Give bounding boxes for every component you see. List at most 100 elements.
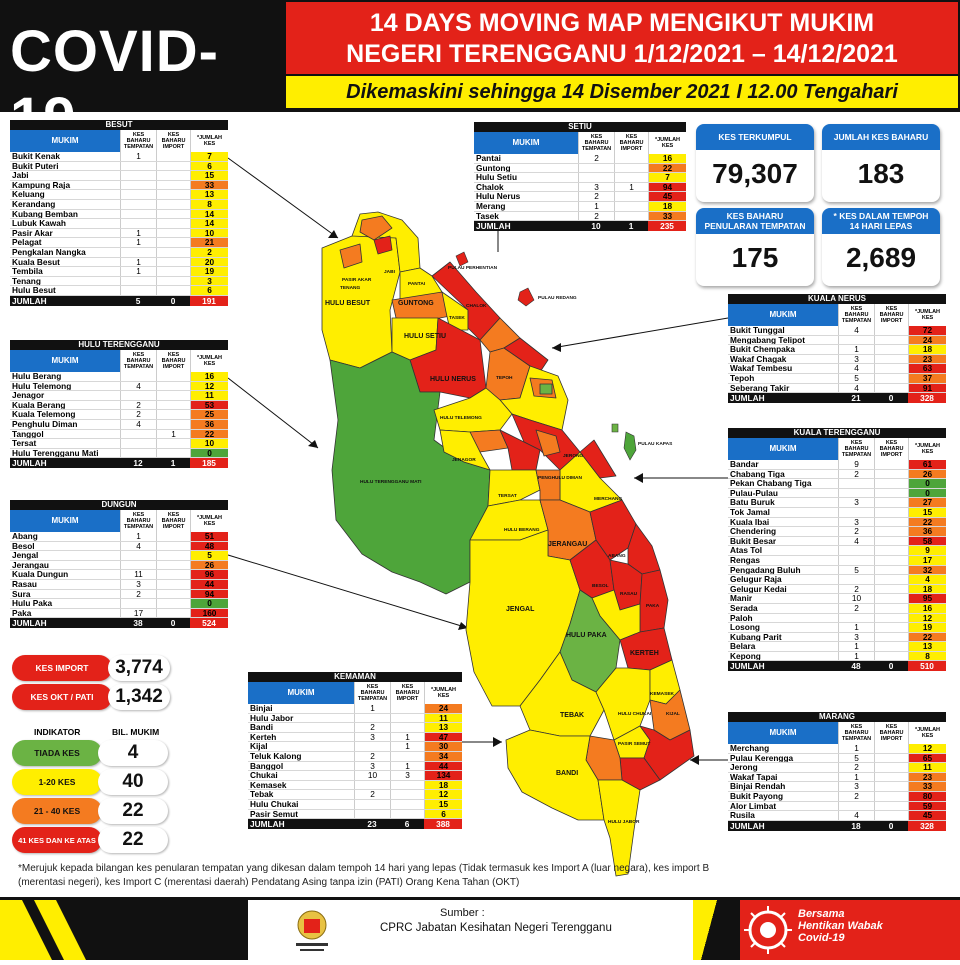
cell-mukim: Chukai	[250, 771, 278, 780]
cell-import	[390, 723, 424, 732]
cell-import	[156, 238, 190, 247]
col-jumlah: *JUMLAH KES	[190, 130, 228, 152]
table-row: Rusila 4 45	[728, 811, 946, 821]
cell-import	[156, 579, 190, 589]
cell-mukim: Kuala Dungun	[12, 570, 69, 579]
cell-mukim: Hulu Besut	[12, 286, 56, 295]
cell-import	[874, 763, 908, 772]
cell-import	[156, 199, 190, 209]
source-text: CPRC Jabatan Kesihatan Negeri Terengganu	[380, 922, 612, 934]
cell-mukim: Jengal	[12, 551, 39, 560]
cell-mukim: Batu Buruk	[730, 498, 775, 507]
cell-import	[156, 372, 190, 381]
cell-tempatan	[120, 599, 156, 608]
total-label: JUMLAH	[250, 819, 285, 830]
cell-mukim: Merang	[476, 201, 506, 211]
col-mukim: MUKIM	[474, 132, 578, 154]
update-banner: Dikemaskini sehingga 14 Disember 2021 I …	[286, 76, 958, 108]
cell-import	[874, 507, 908, 517]
cell-jumlah: 33	[908, 782, 946, 791]
cell-import: 1	[390, 761, 424, 771]
cell-tempatan	[838, 613, 874, 623]
table-row: Tembila 1 19	[10, 267, 228, 277]
cell-tempatan: 2	[838, 791, 874, 801]
cell-tempatan: 3	[838, 632, 874, 642]
cell-import	[156, 400, 190, 410]
cell-jumlah: 72	[908, 326, 946, 335]
cell-tempatan: 2	[838, 584, 874, 594]
cell-tempatan: 4	[120, 419, 156, 429]
cell-tempatan: 1	[838, 744, 874, 753]
cell-mukim: Alor Limbat	[730, 801, 777, 811]
region-kampung-raja	[359, 215, 393, 241]
cell-import	[156, 228, 190, 238]
cell-jumlah: 59	[908, 801, 946, 811]
cell-import	[874, 651, 908, 661]
table-total-row: JUMLAH 38 0 524	[10, 618, 228, 629]
cell-mukim: Keluang	[12, 190, 45, 199]
table-row: Hulu Besut 6	[10, 286, 228, 296]
cell-mukim: Teluk Kalong	[250, 751, 302, 761]
cell-import	[874, 527, 908, 536]
cell-tempatan: 3	[578, 182, 614, 192]
table-row: Hulu Paka 0	[10, 599, 228, 609]
cell-import	[390, 704, 424, 713]
total-tempatan: 5	[135, 295, 141, 306]
brand-title: COVID-19	[10, 19, 219, 151]
table-header: MUKIM KES BAHARU TEMPATAN KES BAHARU IMPOR…	[474, 132, 686, 154]
table-row: Pekan Chabang Tiga 0	[728, 479, 946, 489]
col-import: KES BAHARU IMPORT	[874, 438, 908, 460]
table-row: Kemasek 18	[248, 780, 462, 791]
cell-tempatan	[120, 247, 156, 257]
cell-jumlah: 47	[424, 732, 462, 742]
cell-jumlah: 17	[908, 555, 946, 565]
cell-tempatan	[354, 809, 390, 819]
cell-mukim: Serada	[730, 603, 758, 613]
region-penghulu-diman	[535, 469, 561, 501]
cell-mukim: Bukit Besar	[730, 536, 777, 546]
cell-mukim: Tok Jamal	[730, 507, 770, 517]
col-jumlah: *JUMLAH KES	[190, 510, 228, 532]
cell-mukim: Bandi	[250, 723, 274, 732]
island-kapas-2	[611, 423, 619, 433]
table-row: Bukit Puteri 6	[10, 161, 228, 172]
cell-jumlah: 134	[424, 771, 462, 780]
cell-jumlah: 9	[908, 546, 946, 555]
cell-mukim: Paloh	[730, 613, 753, 623]
cell-mukim: Tersat	[12, 439, 37, 448]
cell-jumlah: 0	[190, 599, 228, 608]
col-mukim: MUKIM	[248, 682, 354, 704]
cell-import	[156, 599, 190, 608]
table-row: Losong 1 19	[728, 623, 946, 633]
cell-jumlah: 8	[908, 651, 946, 661]
table-row: Pengkalan Nangka 2	[10, 247, 228, 258]
table-row: Binjai 1 24	[248, 704, 462, 714]
cell-jumlah: 94	[648, 182, 686, 192]
cell-tempatan	[838, 546, 874, 555]
table-row: Wakaf Tembesu 4 63	[728, 364, 946, 374]
table-row: Bukit Payong 2 80	[728, 791, 946, 802]
table-header: MUKIM KES BAHARU TEMPATAN KES BAHARU IMPOR…	[728, 438, 946, 460]
col-jumlah: *JUMLAH KES	[190, 350, 228, 372]
cell-jumlah: 18	[908, 345, 946, 354]
map-label-hulu-nerus: HULU NERUS	[430, 376, 476, 383]
cell-tempatan: 3	[838, 517, 874, 527]
cell-jumlah: 44	[190, 579, 228, 589]
cell-import	[874, 623, 908, 632]
total-import: 0	[888, 393, 894, 404]
stat-label: * KES DALAM TEMPOH 14 HARI LEPAS	[822, 208, 940, 234]
cell-import	[156, 381, 190, 391]
table-row: Bukit Chempaka 1 18	[728, 345, 946, 355]
cell-tempatan: 2	[120, 589, 156, 599]
cell-import	[156, 190, 190, 199]
cell-tempatan: 1	[838, 772, 874, 782]
legend-indikator-heading: INDIKATOR	[34, 727, 81, 737]
cell-jumlah: 6	[190, 161, 228, 171]
cell-tempatan: 4	[838, 383, 874, 393]
table-row: Merang 1 18	[474, 201, 686, 212]
cell-mukim: Binjai	[250, 704, 273, 713]
table-row: Kubang Parit 3 22	[728, 632, 946, 643]
map-label-hulu-telemong: HULU TELEMONG	[440, 416, 482, 421]
total-tempatan: 18	[851, 820, 861, 831]
